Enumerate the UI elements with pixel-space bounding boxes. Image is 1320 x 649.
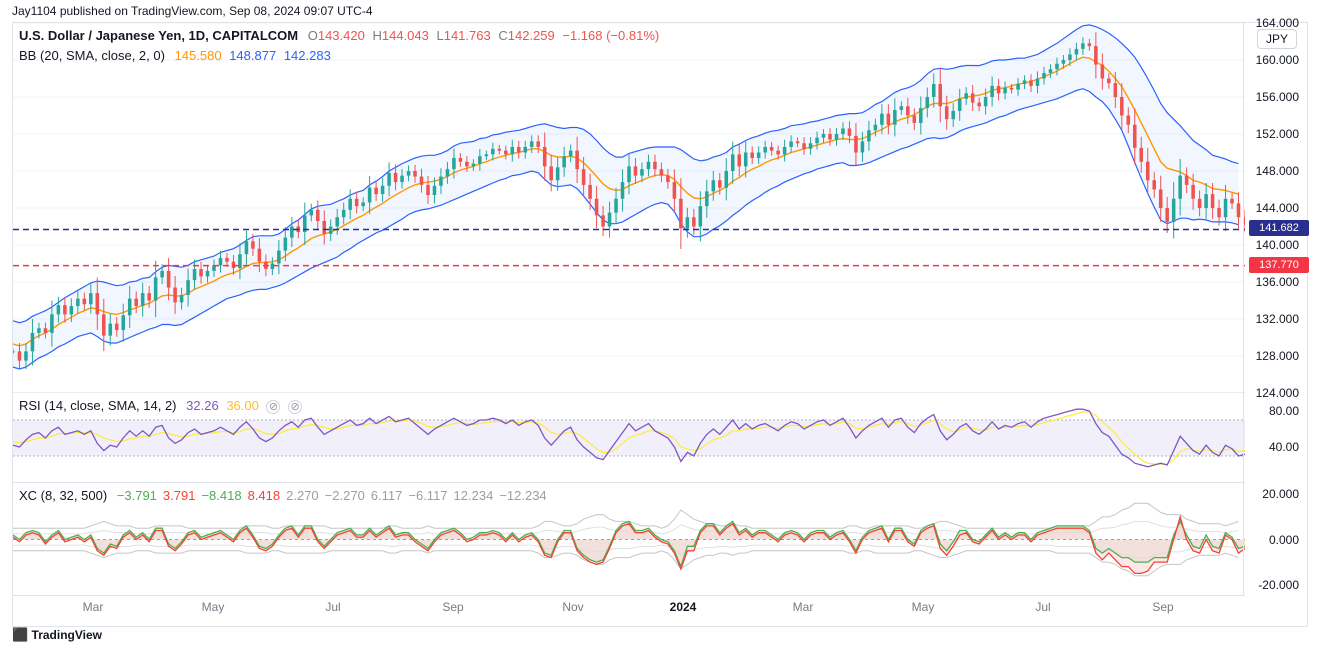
price-tick: 160.000 [1256,53,1299,67]
bb-mid: 145.580 [175,48,222,63]
price-tick: 148.000 [1256,164,1299,178]
publish-date: Sep 08, 2024 09:07 UTC-4 [229,4,372,18]
time-tick: May [912,600,935,614]
ohlc-high: 144.043 [382,28,429,43]
time-tick: 2024 [670,600,697,614]
xc-val: −6.117 [408,488,447,503]
rsi-eye-icon[interactable]: ⊘ [266,400,280,414]
xc-val: 6.117 [371,488,403,503]
xc-tick: -20.000 [1258,578,1299,592]
price-tick: 144.000 [1256,201,1299,215]
ohlc-change: −1.168 (−0.81%) [562,28,659,43]
price-tick: 136.000 [1256,275,1299,289]
xc-val: −12.234 [499,488,546,503]
xc-val: 2.270 [286,488,319,503]
time-tick: Jul [325,600,340,614]
rsi-label: RSI (14, close, SMA, 14, 2) [19,398,177,413]
xc-label: XC (8, 32, 500) [19,488,107,503]
price-y-axis: JPY 124.000128.000132.000136.000140.0001… [1243,23,1307,393]
xc-val: −2.270 [325,488,365,503]
bb-label: BB (20, SMA, close, 2, 0) [19,48,165,63]
symbol-title: U.S. Dollar / Japanese Yen, 1D, CAPITALC… [19,28,298,43]
price-tick: 140.000 [1256,238,1299,252]
xc-val: 3.791 [163,488,196,503]
xc-tick: 20.000 [1262,487,1299,501]
ohlc-open: 143.420 [318,28,365,43]
time-tick: Sep [442,600,463,614]
price-tick: 152.000 [1256,127,1299,141]
time-tick: Mar [793,600,814,614]
xc-val: −8.418 [201,488,241,503]
price-chart-svg [13,23,1245,393]
bb-lo: 142.283 [284,48,331,63]
ohlc-close: 142.259 [508,28,555,43]
ohlc-low: 141.763 [444,28,491,43]
xc-tick: 0.000 [1269,533,1299,547]
xc-y-axis: -20.000 0.000 20.000 [1243,483,1307,596]
xc-val: 8.418 [248,488,281,503]
rsi-tick: 80.00 [1269,404,1299,418]
price-legend: U.S. Dollar / Japanese Yen, 1D, CAPITALC… [19,27,659,65]
time-tick: May [202,600,225,614]
time-tick: Jul [1035,600,1050,614]
chart-container: U.S. Dollar / Japanese Yen, 1D, CAPITALC… [12,22,1308,627]
xc-val: −3.791 [117,488,157,503]
xc-val: 12.234 [454,488,494,503]
price-tick: 128.000 [1256,349,1299,363]
rsi-pane[interactable]: RSI (14, close, SMA, 14, 2) 32.26 36.00 … [13,393,1245,483]
time-axis: Mar May Jul Sep Nov 2024 Mar May Jul Sep [13,596,1309,626]
rsi-legend: RSI (14, close, SMA, 14, 2) 32.26 36.00 … [19,397,302,415]
rsi-y-axis: 40.00 80.00 [1243,393,1307,483]
rsi-val2: 36.00 [226,398,259,413]
publisher: Jay1104 [12,4,56,18]
price-tick: 156.000 [1256,90,1299,104]
xc-pane[interactable]: XC (8, 32, 500) −3.791 3.791 −8.418 8.418 2.… [13,483,1245,596]
tradingview-logo: ⬛ TradingView [12,627,102,643]
price-pane[interactable]: U.S. Dollar / Japanese Yen, 1D, CAPITALC… [13,23,1245,393]
rsi-eye-icon-2[interactable]: ⊘ [288,400,302,414]
xc-legend: XC (8, 32, 500) −3.791 3.791 −8.418 8.418 2.… [19,487,547,505]
rsi-tick: 40.00 [1269,440,1299,454]
time-tick: Mar [83,600,104,614]
rsi-val1: 32.26 [186,398,219,413]
price-tick: 132.000 [1256,312,1299,326]
published-on: published on TradingView.com, [60,4,226,18]
currency-badge: JPY [1257,29,1297,49]
price-tick: 164.000 [1256,16,1299,30]
time-tick: Sep [1152,600,1173,614]
time-tick: Nov [562,600,583,614]
publish-info: Jay1104 published on TradingView.com, Se… [0,0,1320,22]
bb-up: 148.877 [229,48,276,63]
